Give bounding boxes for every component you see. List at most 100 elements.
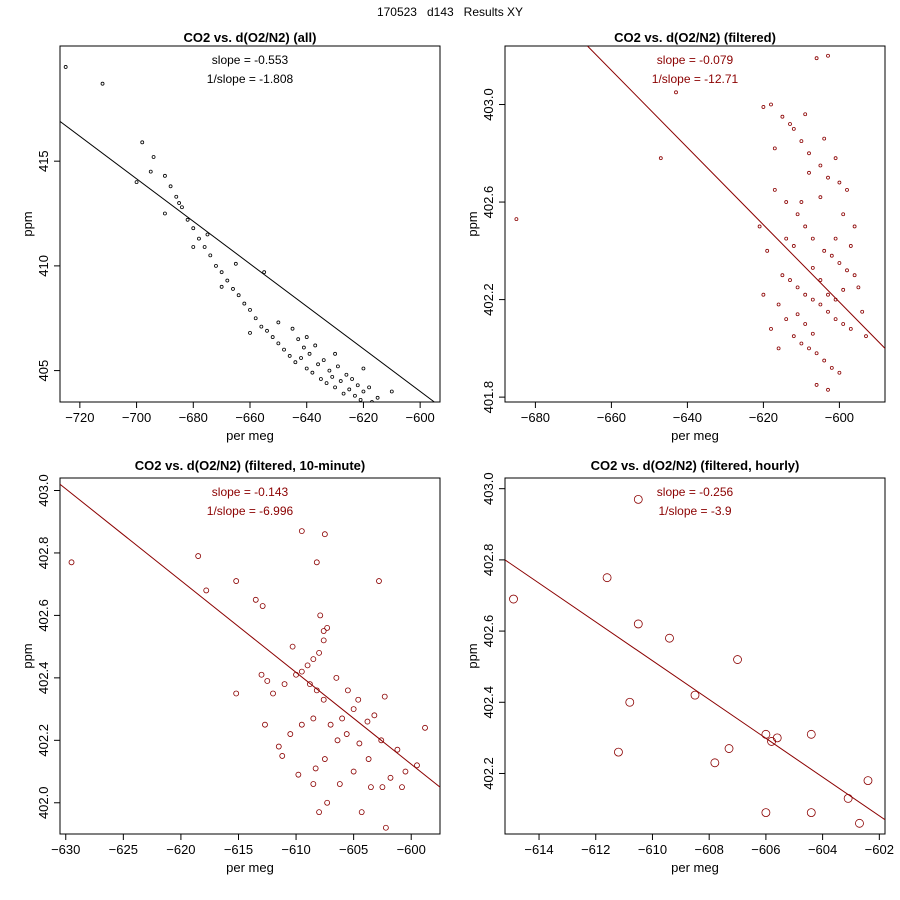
chart-1-point-all: [344, 372, 349, 377]
chart-3-point-10-minute: [321, 531, 328, 538]
chart-2-point-filtered: [788, 278, 792, 282]
chart-4-point-hourly: [710, 758, 720, 768]
chart-2-ytick-label: 401.8: [481, 381, 496, 414]
chart-2-point-filtered: [833, 317, 838, 321]
chart-2-point-filtered: [826, 175, 830, 180]
chart-3-xtick-label: −630: [51, 842, 80, 857]
chart-1-point-all: [248, 330, 252, 335]
chart-2-xtick-label: −660: [597, 410, 626, 425]
chart-3-point-10-minute: [295, 771, 302, 778]
chart-3-point-10-minute: [358, 809, 365, 816]
chart-1-point-all: [353, 393, 357, 398]
chart-2-point-filtered: [772, 146, 777, 151]
chart-3-point-10-minute: [281, 681, 288, 688]
chart-1-point-all: [242, 301, 247, 306]
chart-3-point-10-minute: [316, 649, 322, 656]
chart-1-point-filtered: [393, 428, 396, 431]
chart-1-point-all: [355, 383, 360, 388]
chart-2-point-filtered: [822, 248, 827, 253]
chart-1-point-all: [299, 356, 303, 360]
chart-2-point-filtered: [837, 180, 842, 185]
chart-2-point-filtered: [814, 351, 819, 356]
chart-1-point-all: [347, 387, 352, 392]
chart-1-point-all: [231, 287, 235, 291]
chart-3-xtick-label: −605: [339, 842, 368, 857]
chart-3-point-10-minute: [233, 578, 240, 584]
chart-3-point-10-minute: [365, 756, 372, 762]
chart-1-point-filtered: [424, 426, 427, 429]
chart-1-point-filtered: [413, 430, 416, 433]
chart-1-point-all: [63, 65, 68, 69]
chart-1-point-filtered: [427, 430, 430, 433]
chart-1-xlabel: per meg: [226, 428, 274, 443]
chart-1-point-filtered: [396, 419, 399, 422]
chart-4-point-hourly: [665, 633, 674, 643]
chart-2-point-filtered: [807, 151, 811, 156]
chart-1-xtick-label: −700: [122, 410, 151, 425]
chart-1-point-all: [293, 360, 298, 365]
chart-3-point-10-minute: [422, 724, 428, 731]
chart-4-ytick-label: 402.4: [481, 686, 496, 719]
chart-3-point-10-minute: [324, 624, 331, 631]
chart-4-xtick-label: −610: [638, 842, 667, 857]
chart-2-data-area: [514, 46, 885, 392]
chart-2-slope-text: slope = -0.079: [657, 53, 734, 67]
chart-2-point-filtered: [818, 163, 823, 168]
chart-2-point-filtered: [791, 244, 796, 248]
chart-2-point-filtered: [803, 224, 808, 229]
chart-2-point-filtered: [803, 322, 808, 326]
chart-3-point-10-minute: [259, 603, 266, 609]
chart-3-point-10-minute: [317, 612, 324, 619]
chart-4-xtick-label: −614: [524, 842, 553, 857]
chart-4-point-hourly: [761, 808, 771, 818]
chart-3-point-10-minute: [324, 799, 331, 806]
chart-2-point-filtered: [822, 358, 827, 363]
chart-3-fit-line: [60, 483, 440, 788]
chart-2-point-filtered: [818, 302, 823, 307]
chart-4-point-hourly: [855, 818, 864, 828]
chart-2-point-filtered: [799, 200, 804, 204]
chart-2-point-filtered: [776, 302, 781, 307]
chart-2-ytick-label: 402.6: [481, 186, 496, 219]
chart-1-point-all: [304, 366, 309, 371]
chart-2-xlabel: per meg: [671, 428, 719, 443]
chart-1-point-all: [253, 316, 258, 321]
chart-1-point-all: [208, 253, 213, 258]
chart-1-point-all: [316, 362, 320, 367]
chart-3-xtick-label: −610: [281, 842, 310, 857]
chart-2-ytick-label: 402.2: [481, 283, 496, 316]
chart-4-ytick-label: 402.2: [481, 757, 496, 790]
chart-2-point-filtered: [818, 195, 823, 200]
chart-2-point-filtered: [826, 53, 830, 58]
chart-3-point-10-minute: [298, 668, 305, 675]
chart-1-point-all: [282, 347, 286, 352]
chart-4-point-hourly: [614, 747, 623, 757]
chart-3-point-10-minute: [343, 731, 350, 737]
chart-2-point-filtered: [776, 346, 781, 351]
chart-1-xtick-label: −720: [65, 410, 94, 425]
chart-4-slope-text: slope = -0.256: [657, 485, 734, 499]
chart-1-point-filtered: [379, 421, 382, 424]
chart-4-xtick-label: −604: [808, 842, 837, 857]
chart-1-point-filtered: [419, 428, 422, 431]
chart-1-point-all: [301, 345, 306, 350]
chart-1-point-all: [276, 320, 281, 325]
chart-2-point-filtered: [674, 90, 678, 95]
chart-4-point-hourly: [633, 619, 643, 629]
chart-3-point-10-minute: [279, 753, 286, 759]
chart-2-point-filtered: [765, 248, 770, 253]
chart-4-xtick-label: −612: [581, 842, 610, 857]
chart-1-point-all: [365, 403, 368, 406]
chart-3-point-10-minute: [334, 737, 341, 744]
chart-1-point-all: [225, 278, 230, 283]
chart-1-point-all: [379, 411, 382, 414]
chart-4-xtick-label: −606: [751, 842, 780, 857]
chart-1-xtick-label: −680: [179, 410, 208, 425]
chart-1-point-all: [287, 354, 292, 358]
chart-2-point-filtered: [757, 224, 762, 229]
chart-2-point-filtered: [826, 309, 830, 314]
chart-1-point-all: [338, 379, 343, 383]
chart-3-point-10-minute: [379, 784, 386, 791]
chart-2-point-filtered: [761, 292, 766, 297]
chart-3-point-10-minute: [378, 737, 385, 744]
